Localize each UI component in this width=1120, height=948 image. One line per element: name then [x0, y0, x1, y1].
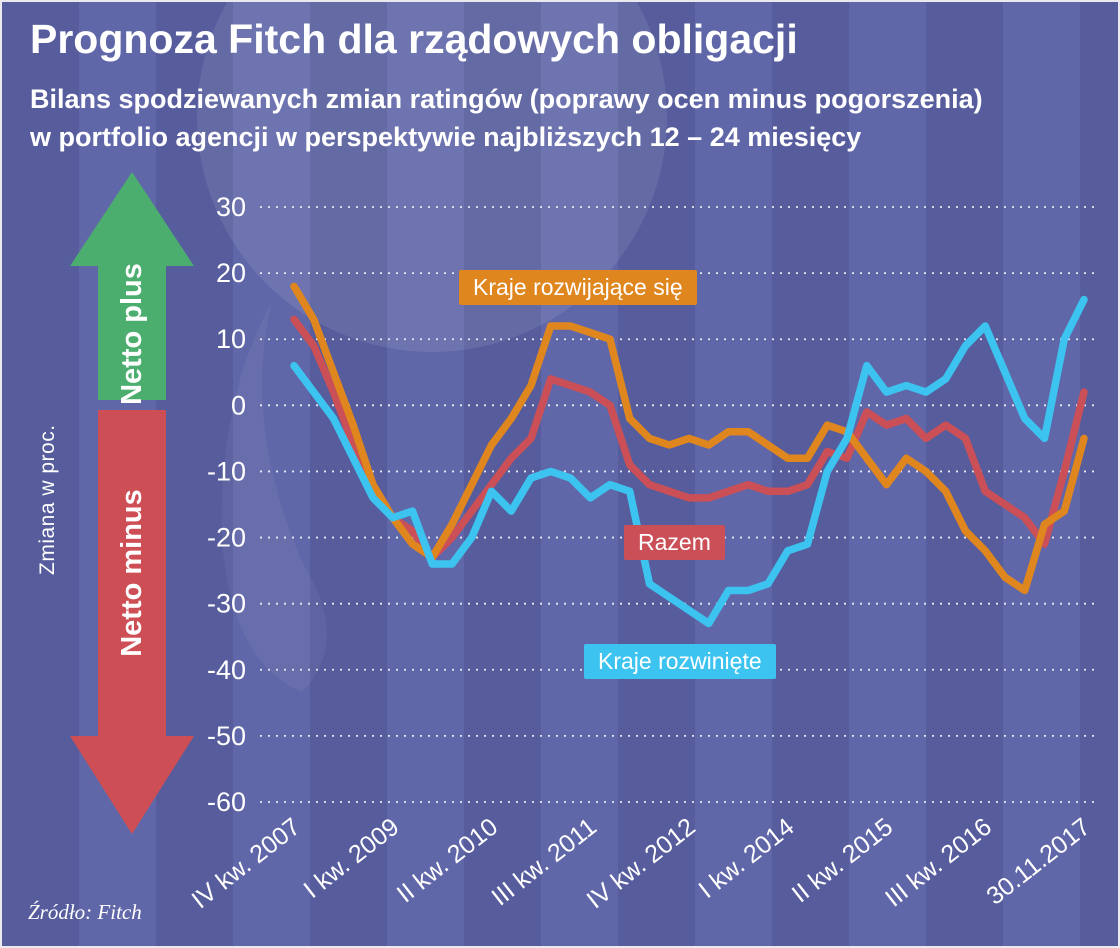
legend-label-developing: Kraje rozwijające się — [473, 274, 683, 300]
y-tick-label: 30 — [216, 192, 246, 222]
y-tick-label: -50 — [207, 721, 246, 751]
legend-chip-developing-countries: Kraje rozwijające się — [459, 270, 697, 305]
y-axis-unit-label: Zmiana w proc. — [36, 424, 59, 576]
netto-plus-label: Netto plus — [116, 263, 148, 405]
legend-label-developed: Kraje rozwinięte — [598, 648, 762, 674]
net-direction-arrows: Netto plus Netto minus — [70, 172, 194, 834]
x-tick-label: III kw. 2016 — [880, 813, 997, 913]
source-note: Źródło: Fitch — [28, 900, 142, 924]
y-tick-label: -30 — [207, 589, 246, 619]
x-tick-label: I kw. 2014 — [693, 813, 799, 904]
legend-label-total: Razem — [638, 529, 711, 555]
y-tick-label: -10 — [207, 456, 246, 486]
series-line-developed — [290, 295, 1088, 628]
watermark-logo-icon — [197, 2, 667, 692]
legend-chip-total: Razem — [624, 525, 725, 560]
x-tick-label: I kw. 2009 — [298, 813, 404, 904]
netto-minus-label: Netto minus — [116, 489, 148, 657]
page-title: Prognoza Fitch dla rządowych obligacji — [30, 16, 798, 62]
y-tick-label: 20 — [216, 258, 246, 288]
y-tick-label: 10 — [216, 324, 246, 354]
x-tick-label: 30.11.2017 — [981, 813, 1095, 911]
x-tick-label: II kw. 2010 — [392, 813, 503, 909]
netto-minus-arrow-icon — [70, 410, 194, 834]
netto-plus-arrow-icon — [70, 172, 194, 400]
y-tick-label: -40 — [207, 655, 246, 685]
x-tick-label: II kw. 2015 — [787, 813, 898, 909]
y-tick-label: 0 — [231, 390, 246, 420]
legend-chip-developed-countries: Kraje rozwinięte — [584, 644, 776, 679]
subtitle-line-1: Bilans spodziewanych zmian ratingów (pop… — [30, 84, 983, 114]
y-tick-label: -60 — [207, 787, 246, 817]
subtitle-line-2: w portfolio agencji w perspektywie najbl… — [30, 122, 862, 152]
x-tick-label: IV kw. 2012 — [582, 813, 701, 915]
y-tick-label: -20 — [207, 523, 246, 553]
